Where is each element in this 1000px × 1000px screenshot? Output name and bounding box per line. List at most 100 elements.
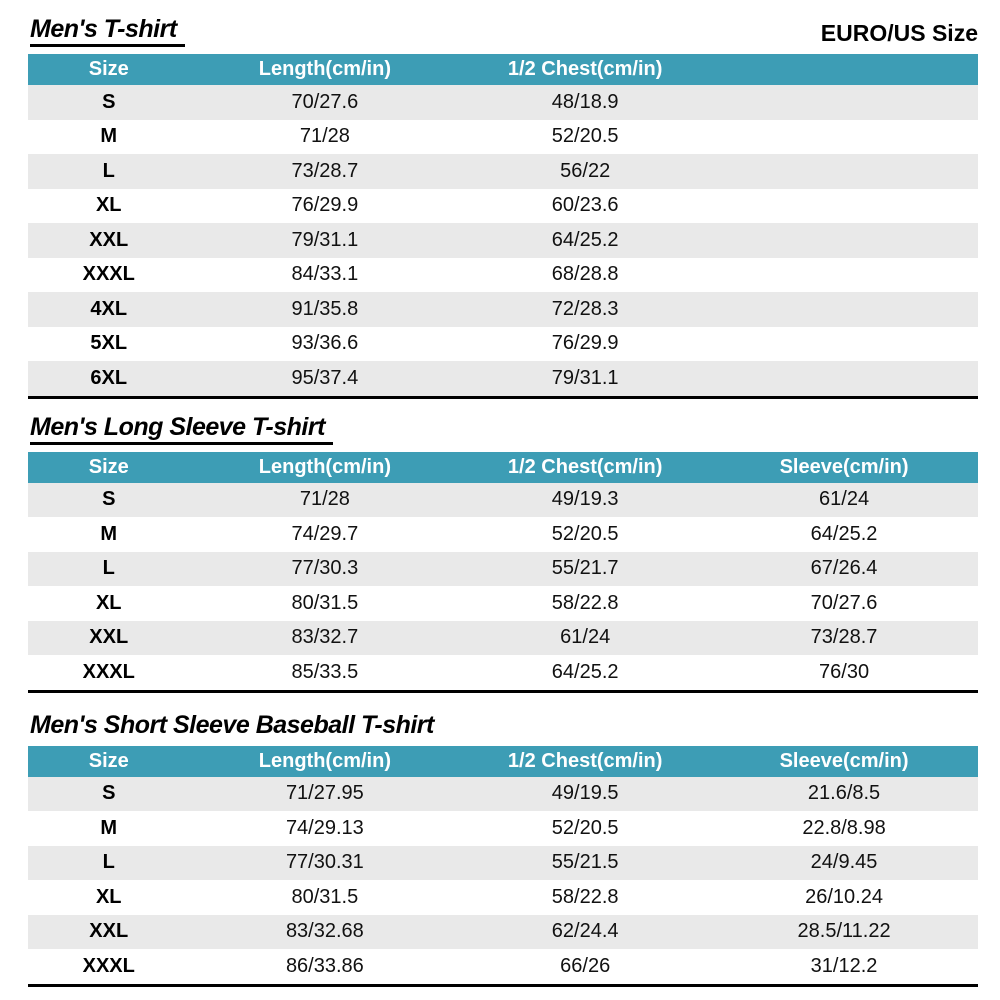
length-cell: 73/28.7 [291, 159, 359, 182]
table-title-mens-short-sleeve-baseball-tshirt: Men's Short Sleeve Baseball T-shirt [30, 710, 434, 739]
blank-cell [710, 327, 978, 362]
chest-cell: 58/22.8 [551, 591, 619, 614]
sleeve-cell: 61/24 [819, 488, 870, 511]
col-header-length: Length(cm/in) [189, 451, 461, 483]
length-cell: 71/28 [299, 125, 350, 148]
mens-tshirt-size-table: Size Length(cm/in) 1/2 Chest(cm/in) S 70… [28, 54, 978, 399]
length-cell: 93/36.6 [291, 332, 359, 355]
size-cell: 5XL [90, 332, 128, 355]
length-cell: 71/28 [299, 488, 350, 511]
section-mens-short-sleeve-baseball-tshirt: Men's Short Sleeve Baseball T-shirt Size… [28, 706, 978, 987]
col-header-length: Length(cm/in) [189, 54, 461, 85]
table-row: M 74/29.7 52/20.5 64/25.2 [28, 517, 978, 552]
table-row: L 73/28.7 56/22 [28, 154, 978, 189]
length-cell: 85/33.5 [291, 660, 359, 683]
table-row: XXXL 84/33.1 68/28.8 [28, 258, 978, 293]
length-cell: 74/29.13 [285, 816, 364, 839]
mens-long-sleeve-size-table: Size Length(cm/in) 1/2 Chest(cm/in) Slee… [28, 451, 978, 693]
table-row: XL 80/31.5 58/22.8 26/10.24 [28, 880, 978, 915]
blank-cell [710, 189, 978, 224]
length-cell: 80/31.5 [291, 591, 359, 614]
chest-cell: 52/20.5 [551, 522, 619, 545]
chest-cell: 48/18.9 [551, 90, 619, 113]
size-cell: 4XL [90, 297, 128, 320]
chest-cell: 55/21.7 [551, 557, 619, 580]
table-row: XXL 79/31.1 64/25.2 [28, 223, 978, 258]
blank-cell [710, 120, 978, 155]
chest-cell: 55/21.5 [551, 851, 619, 874]
size-cell: XL [95, 885, 122, 908]
header-row: Size Length(cm/in) 1/2 Chest(cm/in) Slee… [28, 745, 978, 777]
length-cell: 76/29.9 [291, 194, 359, 217]
sleeve-cell: 76/30 [819, 660, 870, 683]
section-mens-tshirt: Men's T-shirt EURO/US Size Size Length(c… [28, 14, 978, 399]
chest-cell: 56/22 [560, 159, 611, 182]
col-header-size: Size [28, 451, 190, 483]
chest-cell: 52/20.5 [551, 125, 619, 148]
chest-cell: 49/19.3 [551, 488, 619, 511]
length-cell: 83/32.7 [291, 626, 359, 649]
length-cell: 77/30.3 [291, 557, 359, 580]
col-header-sleeve: Sleeve(cm/in) [710, 745, 978, 777]
length-cell: 95/37.4 [291, 366, 359, 389]
length-cell: 80/31.5 [291, 885, 359, 908]
size-cell: S [102, 488, 116, 511]
chest-cell: 60/23.6 [551, 194, 619, 217]
chest-cell: 68/28.8 [551, 263, 619, 286]
col-header-chest: 1/2 Chest(cm/in) [460, 745, 711, 777]
title-row: Men's Long Sleeve T-shirt [30, 412, 978, 445]
header-row: Size Length(cm/in) 1/2 Chest(cm/in) [28, 54, 978, 85]
size-cell: XXXL [82, 660, 135, 683]
chest-cell: 72/28.3 [551, 297, 619, 320]
table-row: L 77/30.31 55/21.5 24/9.45 [28, 845, 978, 880]
col-header-chest: 1/2 Chest(cm/in) [460, 54, 711, 85]
table-row: XXXL 86/33.86 66/26 31/12.2 [28, 949, 978, 985]
chest-cell: 52/20.5 [551, 816, 619, 839]
table-row: 6XL 95/37.4 79/31.1 [28, 361, 978, 397]
size-cell: XXL [89, 228, 129, 251]
table-row: XL 80/31.5 58/22.8 70/27.6 [28, 586, 978, 621]
table-title-mens-tshirt: Men's T-shirt [30, 15, 185, 47]
blank-cell [710, 361, 978, 397]
header-row: Size Length(cm/in) 1/2 Chest(cm/in) Slee… [28, 451, 978, 483]
size-cell: S [102, 90, 116, 113]
blank-cell [710, 85, 978, 120]
mens-short-sleeve-baseball-size-table: Size Length(cm/in) 1/2 Chest(cm/in) Slee… [28, 745, 978, 987]
table-row: M 71/28 52/20.5 [28, 120, 978, 155]
sleeve-cell: 70/27.6 [810, 591, 878, 614]
sleeve-cell: 67/26.4 [810, 557, 878, 580]
size-cell: S [102, 782, 116, 805]
chest-cell: 62/24.4 [551, 920, 619, 943]
table-row: XXL 83/32.7 61/24 73/28.7 [28, 620, 978, 655]
sleeve-cell: 28.5/11.22 [797, 920, 891, 943]
chest-cell: 64/25.2 [551, 660, 619, 683]
table-row: 5XL 93/36.6 76/29.9 [28, 327, 978, 362]
blank-cell [710, 154, 978, 189]
blank-cell [710, 223, 978, 258]
size-cell: M [100, 125, 118, 148]
sleeve-cell: 64/25.2 [810, 522, 878, 545]
col-header-sleeve: Sleeve(cm/in) [710, 451, 978, 483]
chest-cell: 64/25.2 [551, 228, 619, 251]
sleeve-cell: 26/10.24 [805, 885, 883, 908]
col-header-size: Size [28, 745, 190, 777]
size-cell: XXL [89, 626, 129, 649]
chest-cell: 76/29.9 [551, 332, 619, 355]
title-row: Men's T-shirt EURO/US Size [30, 14, 978, 47]
size-cell: L [102, 159, 115, 182]
chest-cell: 49/19.5 [551, 782, 619, 805]
col-header-blank [710, 54, 978, 85]
table-row: M 74/29.13 52/20.5 22.8/8.98 [28, 811, 978, 846]
size-cell: M [100, 522, 118, 545]
sleeve-cell: 31/12.2 [810, 954, 878, 977]
length-cell: 70/27.6 [291, 90, 359, 113]
size-cell: M [100, 816, 118, 839]
col-header-chest: 1/2 Chest(cm/in) [460, 451, 711, 483]
size-cell: XL [95, 194, 122, 217]
size-cell: XXXL [82, 954, 135, 977]
table-row: S 71/28 49/19.3 61/24 [28, 482, 978, 517]
table-row: XXXL 85/33.5 64/25.2 76/30 [28, 655, 978, 691]
col-header-size: Size [28, 54, 190, 85]
col-header-length: Length(cm/in) [189, 745, 461, 777]
